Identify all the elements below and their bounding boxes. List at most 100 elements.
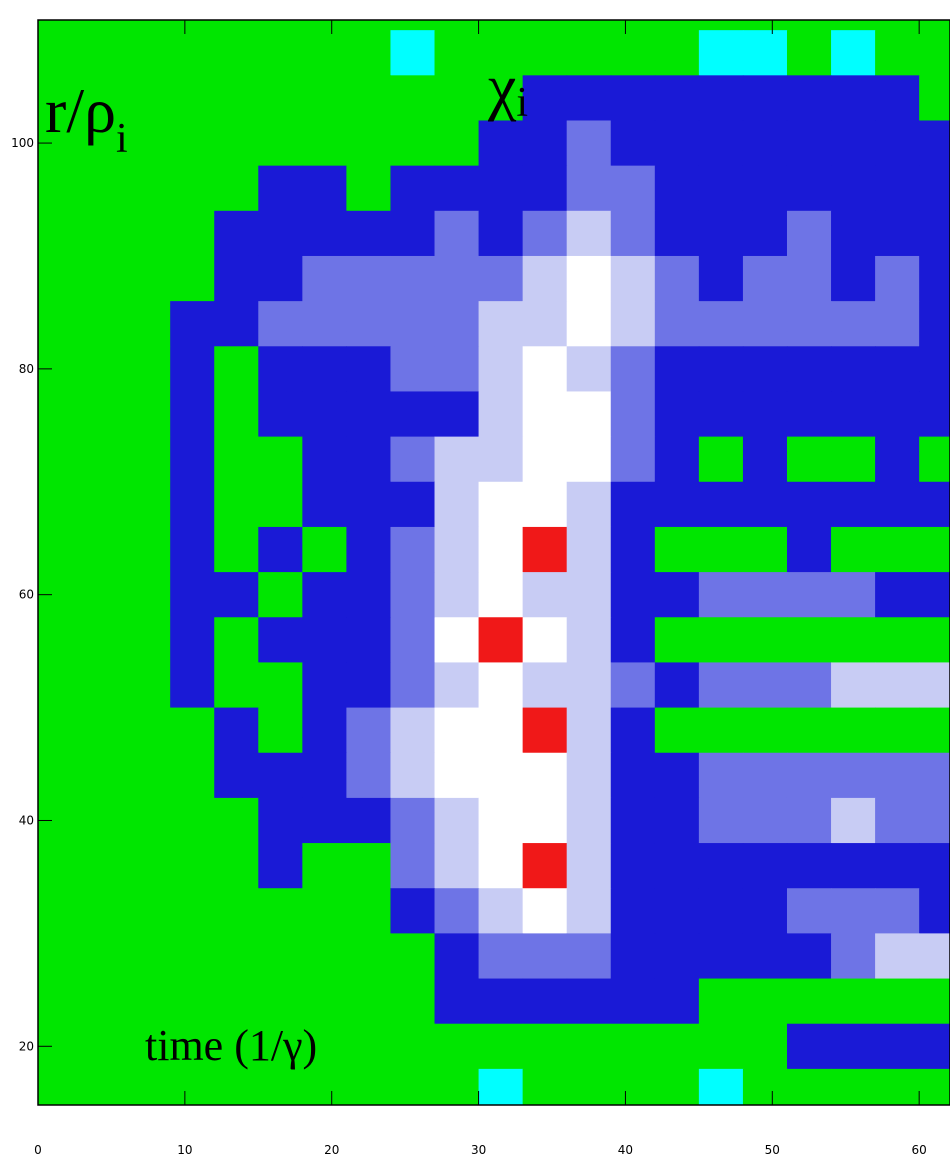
heat-cell [479, 120, 524, 166]
heat-cell [699, 843, 744, 889]
heat-cell [82, 979, 127, 1025]
heat-cell [302, 527, 347, 573]
heat-cell [435, 888, 480, 934]
heat-cell [479, 843, 524, 889]
heat-cell [523, 120, 568, 166]
heat-cell [390, 527, 435, 573]
heat-cell [302, 843, 347, 889]
heat-cell [214, 301, 259, 347]
heat-cell [214, 708, 259, 754]
heat-cell [214, 166, 259, 212]
heat-cell [390, 708, 435, 754]
heat-cell [699, 211, 744, 257]
heat-cell [390, 437, 435, 483]
heat-cell [875, 256, 920, 302]
heat-cell [435, 1024, 480, 1070]
heat-cell [567, 1069, 612, 1115]
heat-cell [743, 30, 788, 76]
heat-cell [875, 979, 920, 1025]
heat-cell [479, 617, 524, 663]
heat-cell [787, 1024, 832, 1070]
heat-cell [523, 1024, 568, 1070]
heat-cell [567, 482, 612, 528]
heat-cell [302, 572, 347, 618]
heat-cell [831, 708, 876, 754]
heat-cell [435, 572, 480, 618]
heat-cell [611, 120, 656, 166]
heat-cell [743, 301, 788, 347]
heat-cell [567, 843, 612, 889]
heat-cell [831, 256, 876, 302]
heat-cell [258, 75, 303, 121]
heat-cell [655, 482, 700, 528]
heat-cell [479, 482, 524, 528]
heat-cell [567, 933, 612, 979]
heat-cell [567, 166, 612, 212]
heat-cell [390, 211, 435, 257]
heat-cell [435, 30, 480, 76]
heat-cell [82, 391, 127, 437]
heat-cell [435, 166, 480, 212]
heat-cell [875, 572, 920, 618]
heat-cell [346, 120, 391, 166]
heat-cell [567, 662, 612, 708]
heat-cell [82, 933, 127, 979]
heat-cell [831, 346, 876, 392]
heat-cell [38, 437, 83, 483]
heat-cell [699, 166, 744, 212]
heat-cell [302, 617, 347, 663]
heat-cell [611, 798, 656, 844]
y-tick-label: 80 [19, 362, 34, 376]
heat-cell [346, 933, 391, 979]
heat-cell [126, 753, 171, 799]
heat-cell [258, 662, 303, 708]
heat-cell [831, 301, 876, 347]
heat-cell [346, 979, 391, 1025]
heat-cell [390, 482, 435, 528]
heat-cell [743, 437, 788, 483]
heat-cell [611, 843, 656, 889]
heat-cell [126, 391, 171, 437]
chart: 010203040506020406080100 r/ρi χi time (1… [0, 0, 950, 1162]
heat-cell [787, 30, 832, 76]
heat-cell [919, 30, 950, 76]
heat-cell [743, 753, 788, 799]
heat-cell [743, 256, 788, 302]
heat-cell [567, 30, 612, 76]
heat-cell [655, 120, 700, 166]
heat-cell [523, 888, 568, 934]
heat-cell [699, 617, 744, 663]
heat-cell [258, 843, 303, 889]
heat-cell [82, 166, 127, 212]
heat-cell [38, 30, 83, 76]
heat-cell [302, 166, 347, 212]
heat-cell [126, 933, 171, 979]
heat-cell [875, 753, 920, 799]
heat-cell [214, 843, 259, 889]
heat-cell [346, 888, 391, 934]
heat-cell [214, 75, 259, 121]
heat-cell [346, 391, 391, 437]
heat-cell [831, 662, 876, 708]
heat-cell [743, 391, 788, 437]
heat-cell [919, 843, 950, 889]
heat-cell [787, 1069, 832, 1115]
heat-cell [479, 798, 524, 844]
heat-cell [435, 979, 480, 1025]
heat-cell [214, 391, 259, 437]
heat-cell [875, 346, 920, 392]
heat-cell [479, 301, 524, 347]
heat-cell [479, 437, 524, 483]
heat-cell [390, 301, 435, 347]
heat-cell [435, 798, 480, 844]
heat-cell [302, 933, 347, 979]
heat-cell [523, 798, 568, 844]
heat-cell [302, 662, 347, 708]
heat-cell [126, 527, 171, 573]
heat-cell [214, 798, 259, 844]
heat-cell [258, 1069, 303, 1115]
heat-cell [302, 1069, 347, 1115]
heat-cell [390, 1024, 435, 1070]
heat-cell [655, 301, 700, 347]
heat-cell [126, 120, 171, 166]
